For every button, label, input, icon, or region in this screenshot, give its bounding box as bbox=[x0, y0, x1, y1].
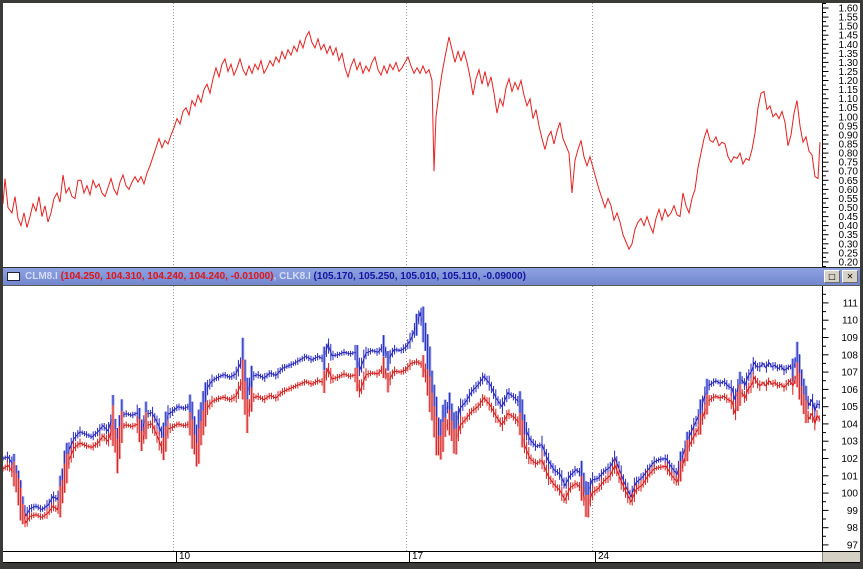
price-scale-label: 0.80 bbox=[839, 149, 859, 160]
price-scale-label: 0.30 bbox=[839, 239, 859, 250]
upper-price-scale[interactable]: 1.60 1.55 1.50 1.45 1.40 1.35 1.30 1.25 1.20 1.15… bbox=[822, 3, 860, 267]
price-scale-label: 104 bbox=[841, 419, 858, 430]
price-scale-label: 0.40 bbox=[839, 221, 859, 232]
price-scale-label: 108 bbox=[841, 350, 858, 361]
price-scale-label: 0.75 bbox=[839, 158, 859, 169]
spread-line-chart bbox=[3, 3, 821, 267]
lower-price-scale-ticks: 111 110 109 108 107 106 105 104 103 102 101 100 99 98… bbox=[822, 286, 859, 551]
time-axis-corner-cell bbox=[822, 552, 860, 562]
chart-title-bar[interactable]: CLM8.I (104.250, 104.310, 104.240, 104.2… bbox=[3, 267, 860, 286]
time-axis-tick bbox=[176, 552, 177, 562]
symbol-2-label: CLK8.I bbox=[279, 271, 314, 282]
price-scale-label: 1.35 bbox=[839, 49, 859, 60]
price-scale-label: 0.85 bbox=[839, 140, 859, 151]
lower-price-scale[interactable]: 111 110 109 108 107 106 105 104 103 102 101 100 99 98… bbox=[822, 286, 860, 551]
price-scale-label: 0.45 bbox=[839, 212, 859, 223]
symbol-2-ohlc: (105.170, 105.250, 105.010, 105.110, -0.… bbox=[313, 271, 526, 282]
symbol-1-ohlc: (104.250, 104.310, 104.240, 104.240, -0.… bbox=[60, 271, 274, 282]
ohlc-bars-chart bbox=[3, 286, 821, 551]
time-axis-label: 24 bbox=[598, 551, 610, 562]
price-scale-label: 109 bbox=[841, 333, 858, 344]
price-scale-label: 110 bbox=[842, 316, 858, 327]
price-scale-label: 105 bbox=[841, 402, 858, 413]
price-scale-label: 97 bbox=[847, 540, 859, 551]
price-scale-label: 103 bbox=[841, 437, 858, 448]
price-scale-label: 0.55 bbox=[839, 194, 859, 205]
price-scale-label: 1.15 bbox=[839, 85, 859, 96]
price-scale-label: 107 bbox=[841, 368, 858, 379]
price-scale-label: 1.45 bbox=[839, 31, 859, 42]
price-scale-label: 1.40 bbox=[839, 40, 859, 51]
price-scale-label: 0.70 bbox=[839, 167, 859, 178]
upper-chart-pane[interactable] bbox=[3, 3, 822, 267]
price-scale-label: 0.25 bbox=[839, 248, 859, 259]
lower-chart-pane[interactable] bbox=[3, 286, 822, 551]
price-scale-label: 99 bbox=[847, 506, 859, 517]
price-scale-label: 106 bbox=[841, 385, 858, 396]
price-scale-label: 1.05 bbox=[839, 103, 859, 114]
time-axis[interactable]: 10 17 24 bbox=[3, 551, 860, 563]
price-scale-label: 111 bbox=[843, 298, 859, 309]
price-scale-label: 0.65 bbox=[839, 176, 859, 187]
price-scale-label: 0.20 bbox=[839, 257, 859, 267]
price-scale-label: 1.25 bbox=[839, 67, 859, 78]
price-scale-label: 1.55 bbox=[839, 13, 859, 24]
price-scale-label: 0.50 bbox=[839, 203, 859, 214]
price-scale-label: 101 bbox=[841, 471, 858, 482]
price-scale-label: 100 bbox=[841, 489, 858, 500]
close-button[interactable]: ✕ bbox=[842, 270, 858, 283]
price-scale-label: 0.95 bbox=[839, 121, 859, 132]
price-scale-label: 102 bbox=[841, 454, 858, 465]
quote-readout: CLM8.I (104.250, 104.310, 104.240, 104.2… bbox=[25, 271, 820, 282]
price-scale-label: 0.60 bbox=[839, 185, 859, 196]
price-scale-label: 98 bbox=[847, 523, 859, 534]
time-axis-tick bbox=[595, 552, 596, 562]
symbol-1-label: CLM8.I bbox=[25, 271, 61, 282]
restore-button[interactable]: □ bbox=[824, 270, 840, 283]
price-scale-label: 0.90 bbox=[839, 131, 859, 142]
separator: , bbox=[273, 271, 280, 282]
time-axis-label: 10 bbox=[179, 551, 191, 562]
time-axis-tick bbox=[409, 552, 410, 562]
price-scale-label: 0.35 bbox=[839, 230, 859, 241]
price-scale-label: 1.50 bbox=[839, 22, 859, 33]
price-scale-label: 1.10 bbox=[839, 94, 859, 105]
price-scale-label: 1.30 bbox=[839, 58, 859, 69]
price-scale-label: 1.60 bbox=[839, 4, 859, 15]
time-axis-label: 17 bbox=[412, 551, 424, 562]
price-scale-label: 1.20 bbox=[839, 76, 859, 87]
window-icon bbox=[7, 272, 20, 281]
upper-price-scale-ticks: 1.601.551.501.451.401.351.301.251.201.15… bbox=[822, 3, 859, 267]
price-scale-label: 1.00 bbox=[839, 112, 859, 123]
